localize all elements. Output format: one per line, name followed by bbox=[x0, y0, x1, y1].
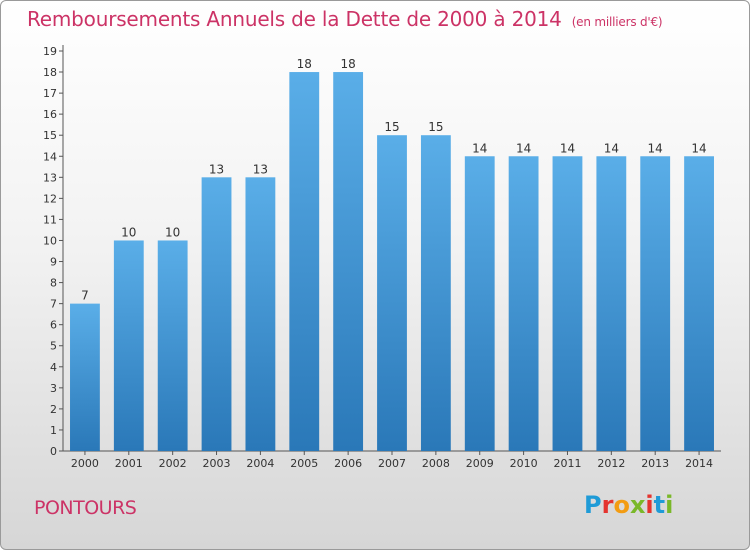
bar bbox=[684, 156, 714, 451]
x-tick-label: 2013 bbox=[641, 457, 669, 470]
y-tick-label: 0 bbox=[50, 445, 57, 458]
y-tick-label: 5 bbox=[50, 340, 57, 353]
y-tick-label: 8 bbox=[50, 277, 57, 290]
y-tick-label: 12 bbox=[43, 192, 57, 205]
bar bbox=[333, 72, 364, 451]
x-tick-label: 2001 bbox=[115, 457, 143, 470]
proxiti-logo[interactable]: Proxiti bbox=[584, 491, 673, 519]
data-label: 13 bbox=[209, 162, 224, 176]
data-label: 14 bbox=[472, 141, 487, 155]
data-label: 15 bbox=[428, 120, 443, 134]
logo-letter: P bbox=[584, 491, 602, 519]
title-unit: (en milliers d'€) bbox=[571, 15, 663, 29]
x-tick-label: 2006 bbox=[334, 457, 362, 470]
y-tick-label: 6 bbox=[50, 319, 57, 332]
x-tick-label: 2005 bbox=[290, 457, 318, 470]
x-tick-label: 2003 bbox=[203, 457, 231, 470]
logo-letter: t bbox=[653, 491, 666, 519]
y-tick-label: 11 bbox=[43, 213, 57, 226]
y-tick-label: 3 bbox=[50, 382, 57, 395]
bar bbox=[70, 303, 100, 451]
bars: 7 10 10 13 13 18 18 15 15 14 14 14 14 14 14 bbox=[70, 57, 714, 452]
logo-letter: i bbox=[645, 491, 654, 519]
data-label: 13 bbox=[253, 162, 268, 176]
bar bbox=[420, 135, 451, 452]
data-label: 7 bbox=[81, 289, 89, 303]
bar bbox=[640, 156, 671, 451]
data-label: 18 bbox=[297, 57, 312, 71]
bar bbox=[201, 177, 232, 451]
logo-letter: i bbox=[665, 491, 674, 519]
y-tick-label: 19 bbox=[43, 45, 57, 58]
y-tick-label: 16 bbox=[43, 108, 57, 121]
x-tick-label: 2011 bbox=[553, 457, 581, 470]
x-tick-label: 2000 bbox=[71, 457, 99, 470]
y-tick-label: 4 bbox=[50, 361, 57, 374]
bar bbox=[157, 240, 188, 451]
data-label: 10 bbox=[165, 225, 180, 239]
data-label: 18 bbox=[340, 57, 355, 71]
x-tick-label: 2004 bbox=[246, 457, 274, 470]
y-tick-label: 14 bbox=[43, 150, 57, 163]
bar bbox=[508, 156, 539, 451]
logo-letter: r bbox=[601, 491, 614, 519]
data-label: 14 bbox=[560, 141, 575, 155]
x-tick-label: 2008 bbox=[422, 457, 450, 470]
x-tick-label: 2012 bbox=[597, 457, 625, 470]
x-tick-label: 2010 bbox=[510, 457, 538, 470]
y-tick-label: 9 bbox=[50, 256, 57, 269]
y-tick-label: 13 bbox=[43, 171, 57, 184]
x-tick-label: 2002 bbox=[159, 457, 187, 470]
y-tick-label: 10 bbox=[43, 234, 57, 247]
bar bbox=[464, 156, 495, 451]
logo-letter: o bbox=[613, 491, 630, 519]
x-tick-label: 2014 bbox=[685, 457, 713, 470]
bar bbox=[552, 156, 583, 451]
place-name: PONTOURS bbox=[34, 497, 137, 519]
data-label: 14 bbox=[648, 141, 663, 155]
y-tick-label: 17 bbox=[43, 87, 57, 100]
data-label: 14 bbox=[604, 141, 619, 155]
bar bbox=[289, 72, 320, 451]
data-label: 10 bbox=[121, 225, 136, 239]
data-label: 14 bbox=[516, 141, 531, 155]
y-tick-label: 1 bbox=[50, 424, 57, 437]
y-tick-label: 7 bbox=[50, 298, 57, 311]
logo-letter: x bbox=[629, 491, 646, 519]
data-label: 15 bbox=[384, 120, 399, 134]
chart-title: Remboursements Annuels de la Dette de 20… bbox=[27, 7, 663, 31]
bar bbox=[113, 240, 144, 451]
y-tick-label: 15 bbox=[43, 129, 57, 142]
bar bbox=[377, 135, 407, 452]
data-label: 14 bbox=[691, 141, 706, 155]
bar bbox=[245, 177, 276, 451]
title-text: Remboursements Annuels de la Dette de 20… bbox=[27, 7, 562, 31]
bar bbox=[596, 156, 627, 451]
y-tick-label: 18 bbox=[43, 66, 57, 79]
y-tick-label: 2 bbox=[50, 403, 57, 416]
x-tick-label: 2009 bbox=[466, 457, 494, 470]
x-tick-label: 2007 bbox=[378, 457, 406, 470]
